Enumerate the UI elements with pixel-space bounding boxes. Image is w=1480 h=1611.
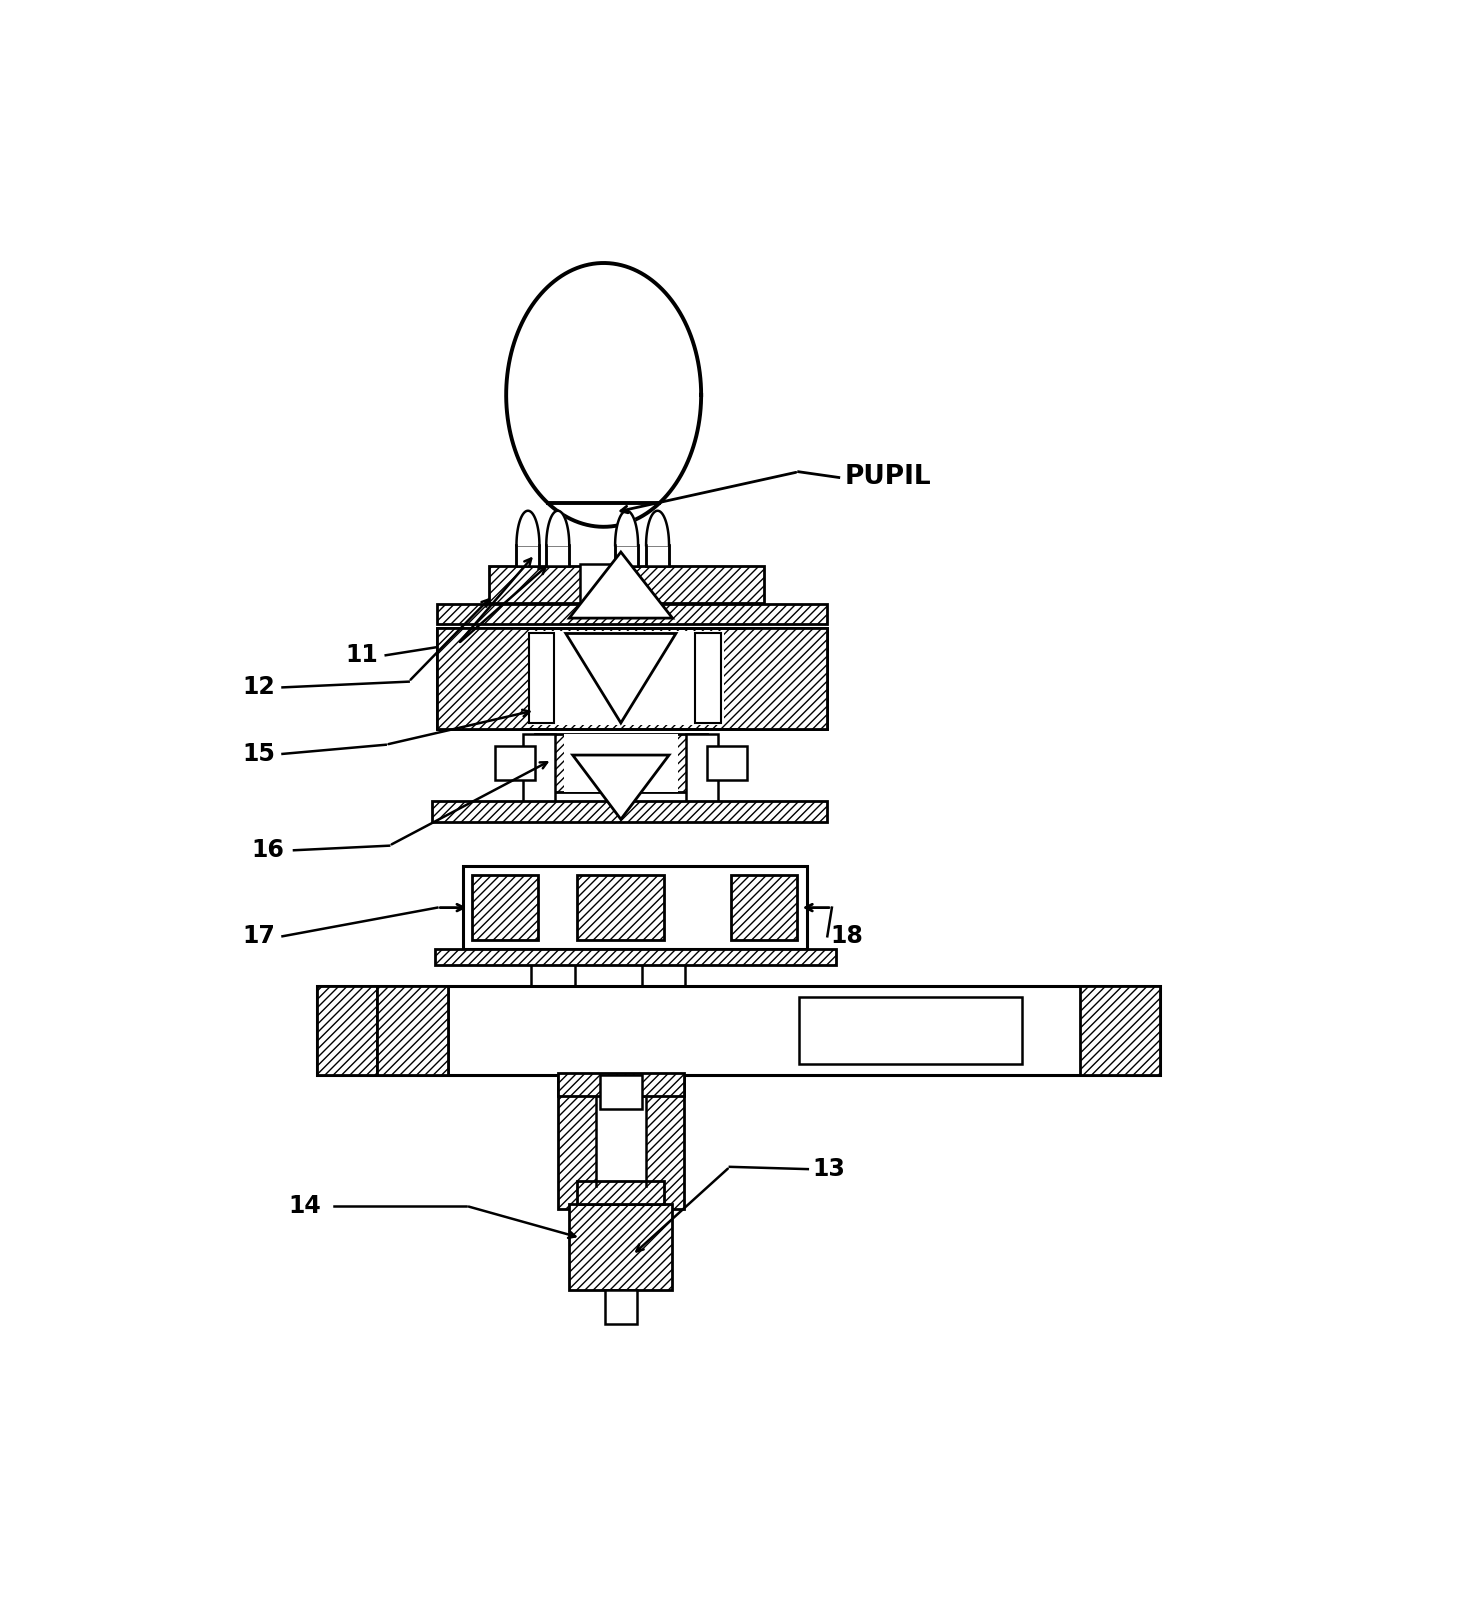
Bar	[577, 1181, 665, 1203]
Bar	[438, 604, 827, 625]
Bar	[472, 875, 539, 939]
Bar	[605, 1289, 636, 1324]
Bar	[317, 986, 376, 1075]
Bar	[1080, 986, 1160, 1075]
Bar	[463, 867, 807, 949]
Bar	[687, 735, 718, 804]
Bar	[432, 801, 827, 822]
Bar	[744, 628, 827, 728]
Bar	[530, 632, 724, 725]
Bar	[696, 633, 721, 723]
Bar	[517, 545, 539, 565]
Bar	[376, 986, 447, 1075]
Bar	[524, 735, 555, 804]
Bar	[435, 949, 836, 965]
Bar	[488, 565, 764, 603]
Bar	[595, 1099, 647, 1186]
Bar	[317, 986, 1160, 1075]
Bar	[799, 997, 1023, 1063]
Bar	[494, 746, 534, 780]
Bar	[570, 1203, 672, 1289]
Text: 14: 14	[289, 1194, 321, 1218]
Bar	[438, 628, 827, 728]
Polygon shape	[573, 756, 669, 820]
Bar	[558, 1075, 684, 1210]
Text: 17: 17	[243, 925, 275, 949]
Bar	[440, 632, 518, 725]
Bar	[564, 735, 678, 791]
Bar	[577, 875, 665, 939]
Bar	[438, 628, 827, 728]
Text: 13: 13	[813, 1157, 845, 1181]
Bar	[580, 564, 620, 603]
Bar	[530, 633, 555, 723]
Text: 11: 11	[346, 643, 379, 667]
Bar	[647, 545, 669, 565]
Bar	[601, 1075, 641, 1110]
Text: 12: 12	[243, 675, 275, 699]
Bar	[707, 746, 747, 780]
Bar	[731, 875, 798, 939]
Text: PUPIL: PUPIL	[845, 464, 931, 490]
Bar	[747, 632, 824, 725]
Polygon shape	[570, 553, 672, 619]
Bar	[534, 735, 707, 791]
Bar	[438, 628, 519, 728]
Bar	[546, 545, 570, 565]
Text: 16: 16	[252, 838, 284, 862]
Bar	[616, 545, 638, 565]
Text: 15: 15	[243, 743, 275, 765]
Bar	[558, 1073, 684, 1095]
Text: 18: 18	[830, 925, 864, 949]
Polygon shape	[565, 633, 676, 723]
